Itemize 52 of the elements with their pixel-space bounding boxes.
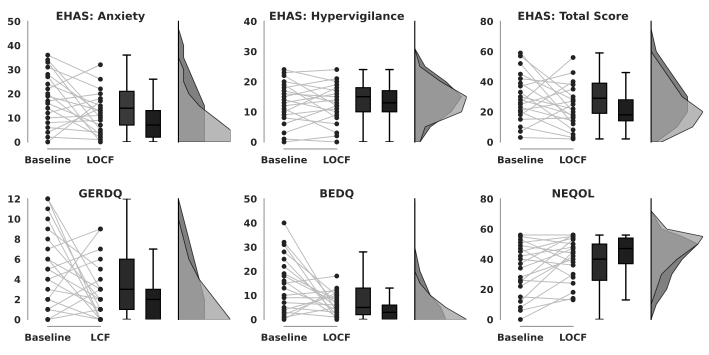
x-tick-label: LOCF [324,156,350,164]
y-tick-label: 0 [14,316,20,324]
y-tick-label: 10 [244,108,257,116]
y-tick-label: 8 [14,236,20,243]
x-tick-label: LCF [91,334,110,341]
chart-title: EHAS: Total Score [518,11,628,20]
y-tick-label: 10 [8,215,20,223]
y-tick-label: 40 [480,256,493,263]
y-tick-label: 50 [244,195,257,203]
x-tick-label: Baseline [498,156,544,164]
x-tick-label: Baseline [25,156,71,164]
x-tick-label: Baseline [262,156,307,164]
y-tick-label: 30 [244,244,257,251]
y-tick-label: 20 [244,78,257,86]
y-tick-label: 10 [244,292,257,300]
x-tick-label: Baseline [262,333,307,341]
chart-title: BEDQ [320,189,354,200]
y-tick-label: 20 [480,108,493,116]
y-tick-label: 10 [8,114,20,122]
y-tick-label: 50 [8,18,20,26]
y-tick-label: 0 [14,138,20,146]
x-tick-label: LOCF [560,334,586,341]
y-tick-label: 6 [14,256,20,263]
chart-title: EHAS: Anxiety [56,11,145,22]
chart-title: GERDQ [79,189,122,200]
y-tick-label: 0 [250,138,257,146]
y-tick-label: 0 [250,316,257,324]
chart-title: NEQOL [552,189,594,200]
y-tick-label: 20 [8,90,20,98]
y-tick-label: 4 [14,276,20,283]
y-tick-label: 12 [8,195,20,202]
y-tick-label: 40 [480,78,493,86]
y-tick-label: 30 [244,48,257,56]
y-tick-label: 0 [487,316,493,324]
x-tick-label: LOCF [324,334,350,341]
y-tick-label: 40 [244,18,257,26]
y-tick-label: 0 [487,138,493,146]
x-tick-label: Baseline [498,333,544,341]
y-tick-label: 80 [480,195,493,203]
y-tick-label: 40 [8,42,20,50]
y-tick-label: 20 [480,286,493,294]
x-tick-label: LOCF [87,156,114,164]
y-tick-label: 80 [480,18,493,26]
y-tick-label: 20 [244,268,257,276]
y-tick-label: 30 [8,66,20,74]
y-tick-label: 60 [480,225,493,233]
x-tick-label: Baseline [25,333,71,341]
y-tick-label: 2 [14,296,20,304]
x-tick-label: LOCF [560,156,586,164]
y-tick-label: 40 [244,219,257,227]
chart-title: EHAS: Hypervigilance [270,11,404,22]
y-tick-label: 60 [480,48,493,56]
